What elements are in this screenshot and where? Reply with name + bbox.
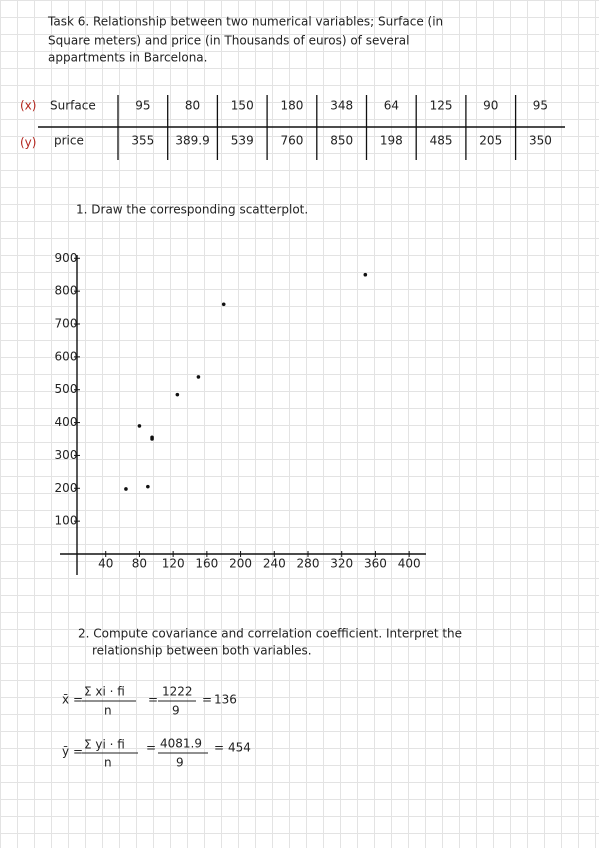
table-cell: 95	[135, 99, 150, 113]
svg-text:=: =	[148, 693, 158, 707]
point	[196, 375, 201, 379]
point	[363, 272, 368, 277]
svg-text:=: =	[202, 693, 212, 707]
y-tick-label: 400	[55, 415, 78, 429]
symbol: ȳ	[62, 745, 69, 759]
x-tick-label: 360	[364, 557, 387, 571]
mean-y: ȳ = Σ yi · fi n = 4081.9 9 = 454	[62, 737, 251, 770]
denominator: 9	[176, 756, 184, 770]
table-cell: 350	[529, 134, 552, 148]
table-cell: 485	[430, 134, 453, 148]
x-tick-label: 240	[263, 557, 286, 571]
point	[175, 392, 180, 397]
y-tick-label: 100	[55, 514, 78, 528]
row-label: price	[54, 134, 84, 148]
svg-text:=: =	[214, 741, 224, 755]
numerator: 1222	[162, 685, 193, 699]
formula: Σ xi · fi	[84, 685, 125, 699]
question: relationship between both variables.	[92, 644, 312, 658]
numerator: 4081.9	[160, 737, 202, 751]
point	[124, 487, 128, 491]
symbol: x̄	[62, 693, 69, 707]
y-tick-label: 800	[55, 284, 78, 298]
table-cell: 348	[330, 99, 353, 113]
table-cell: 850	[330, 134, 353, 148]
x-tick-label: 40	[98, 557, 113, 571]
table-cell: 90	[483, 99, 498, 113]
y-tick-label: 500	[55, 382, 78, 396]
formula-n: n	[104, 756, 112, 770]
table-cell: 355	[131, 134, 154, 148]
x-tick-label: 80	[132, 557, 147, 571]
point	[221, 302, 226, 307]
table-cell: 95	[533, 99, 548, 113]
svg-text:=: =	[73, 745, 83, 759]
y-tick-label: 200	[55, 481, 78, 495]
task-line: appartments in Barcelona.	[48, 51, 207, 65]
question: 2. Compute covariance and correlation co…	[78, 627, 462, 641]
table-cell: 760	[280, 134, 303, 148]
table-cell: 80	[185, 99, 200, 113]
x-tick-label: 400	[398, 557, 421, 571]
point	[150, 437, 154, 441]
formula-n: n	[104, 704, 112, 718]
svg-text:=: =	[146, 741, 156, 755]
question: 1. Draw the corresponding scatterplot.	[76, 203, 308, 217]
y-tick-label: 300	[55, 448, 78, 462]
table-cell: 539	[231, 134, 254, 148]
x-tick-label: 280	[297, 557, 320, 571]
svg-text:=: =	[73, 693, 83, 707]
formula: Σ yi · fi	[84, 738, 125, 752]
table-cell: 150	[231, 99, 254, 113]
denominator: 9	[172, 704, 180, 718]
table-cell: 125	[430, 99, 453, 113]
result: 454	[228, 741, 251, 755]
y-tick-label: 600	[55, 349, 78, 363]
x-tick-label: 160	[195, 557, 218, 571]
point	[146, 484, 150, 489]
row-label: Surface	[50, 99, 96, 113]
table-cell: 64	[384, 99, 399, 113]
table-cell: 205	[479, 134, 502, 148]
x-tick-label: 120	[162, 557, 185, 571]
point	[137, 424, 142, 428]
row-marker: (x)	[20, 99, 36, 113]
task-line: Task 6. Relationship between two numeric…	[47, 15, 443, 29]
table-cell: 198	[380, 134, 403, 148]
y-tick-label: 700	[55, 317, 78, 331]
table-cell: 180	[280, 99, 303, 113]
row-marker: (y)	[20, 136, 36, 150]
table-cell: 389.9	[175, 134, 209, 148]
result: 136	[214, 693, 237, 707]
x-tick-label: 320	[330, 557, 353, 571]
task-line: Square meters) and price (in Thousands o…	[48, 34, 409, 48]
mean-x: x̄ = Σ xi · fi n = 1222 9 = 136	[62, 685, 237, 718]
x-tick-label: 200	[229, 557, 252, 571]
y-tick-label: 900	[55, 251, 78, 265]
